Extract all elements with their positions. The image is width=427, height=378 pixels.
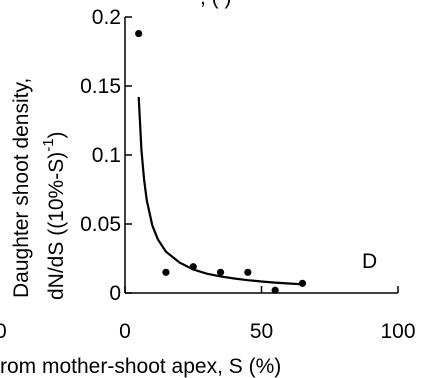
y-tick-label: 0 (109, 282, 121, 305)
y-axis-label-main: dN/dS ((10%-S) (45, 152, 68, 300)
data-point (162, 268, 170, 276)
data-point (189, 263, 197, 271)
tick-labels: 0 50 100 0 0.05 0.1 0.15 0.2 (80, 6, 415, 343)
x-tick-label: 50 (250, 320, 273, 343)
y-tick-label: 0.15 (80, 75, 121, 98)
fitted-curve-layer (137, 96, 303, 286)
y-axis-label-line1: Daughter shoot density, (10, 78, 33, 298)
data-point (244, 268, 252, 276)
left-axis-fragment: 0 (0, 320, 7, 343)
y-axis-label-close: ) (45, 131, 68, 138)
x-tick-label: 100 (380, 320, 415, 343)
top-label-fragment: , ( ) (200, 0, 232, 9)
data-point (135, 29, 143, 38)
y-tick-label: 0.2 (92, 6, 121, 29)
y-tick-label: 0.1 (92, 144, 121, 167)
x-axis-label: rom mother-shoot apex, S (%) (0, 355, 281, 378)
y-axis-label-line2: dN/dS ((10%-S)-1) (40, 131, 68, 300)
y-axis-label-sup: -1 (40, 138, 57, 151)
data-point (298, 279, 307, 287)
data-point (271, 286, 279, 294)
x-tick-label: 0 (119, 320, 131, 343)
fitted-curve (137, 96, 303, 286)
y-tick-label: 0.05 (80, 213, 121, 236)
data-points-layer (135, 29, 307, 294)
data-point (216, 268, 225, 276)
ticks (124, 16, 399, 294)
panel-label: D (362, 250, 377, 273)
